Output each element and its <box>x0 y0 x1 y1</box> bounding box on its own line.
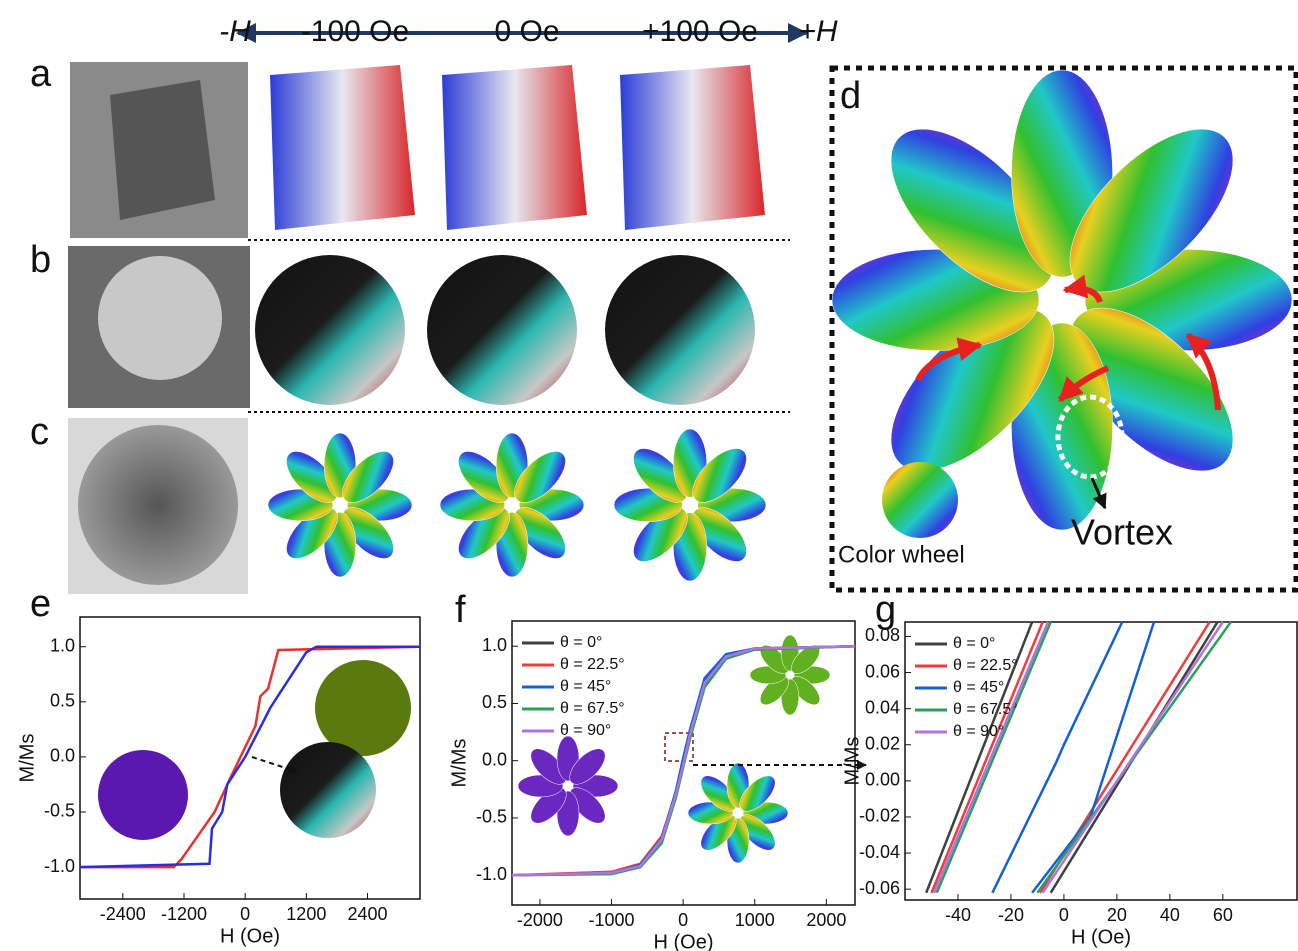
sphere-image <box>255 255 405 405</box>
x-tick-label: 40 <box>1160 905 1180 925</box>
field-label: +H <box>798 15 838 48</box>
x-tick-label: 0 <box>1059 905 1069 925</box>
legend-label: θ = 67.5° <box>560 700 625 717</box>
figure: -H -100 Oe 0 Oe +100 Oe +H a b c d e f g… <box>0 0 1298 951</box>
x-tick-label: 60 <box>1213 905 1233 925</box>
legend-label: θ = 90° <box>953 723 1004 740</box>
x-tick-label: 0 <box>240 904 250 924</box>
x-tick-label: -40 <box>945 905 971 925</box>
y-tick-label: -1.0 <box>44 856 75 876</box>
y-tick-label: -0.06 <box>859 878 900 898</box>
cube-image <box>442 65 587 230</box>
legend-label: θ = 45° <box>560 678 611 695</box>
y-tick-label: 1.0 <box>50 635 75 655</box>
panel-letter: e <box>30 583 51 625</box>
x-tick-label: -1000 <box>589 910 635 930</box>
y-tick-label: -0.5 <box>476 807 507 827</box>
page: -H -100 Oe 0 Oe +100 Oe +H a b c d e f g… <box>0 0 1298 951</box>
panel-letter: d <box>840 75 861 117</box>
vortex-label: Vortex <box>1071 512 1173 553</box>
legend-label: θ = 45° <box>953 679 1004 696</box>
y-tick-label: -0.04 <box>859 842 900 862</box>
field-label: +100 Oe <box>642 15 758 48</box>
panel-letter: f <box>455 589 466 631</box>
x-axis-label: H (Oe) <box>220 925 280 947</box>
x-tick-label: -2000 <box>517 910 563 930</box>
legend-label: θ = 0° <box>560 634 602 651</box>
field-label: -100 Oe <box>301 15 409 48</box>
y-tick-label: 0.0 <box>50 746 75 766</box>
y-tick-label: 0.06 <box>865 661 900 681</box>
y-axis-label: M/Ms <box>448 739 470 788</box>
x-tick-label: 2000 <box>806 910 846 930</box>
x-tick-label: 0 <box>678 910 688 930</box>
y-tick-label: -1.0 <box>476 864 507 884</box>
y-tick-label: 0.02 <box>865 734 900 754</box>
y-tick-label: 0.5 <box>482 692 507 712</box>
panel-letter: b <box>30 239 51 281</box>
decor <box>68 33 1296 863</box>
y-tick-label: -0.02 <box>859 806 900 826</box>
sphere-image <box>427 255 577 405</box>
field-label: 0 Oe <box>494 15 559 48</box>
cube-image <box>270 65 415 230</box>
x-tick-label: 1000 <box>735 910 775 930</box>
y-tick-label: 1.0 <box>482 635 507 655</box>
x-axis-label: H (Oe) <box>1071 926 1131 948</box>
y-tick-label: 0.08 <box>865 625 900 645</box>
y-tick-label: -0.5 <box>44 801 75 821</box>
sphere-image <box>605 255 755 405</box>
cube-image <box>620 65 765 230</box>
panel-letter: a <box>30 53 52 95</box>
x-tick-label: 20 <box>1107 905 1127 925</box>
x-tick-label: -2400 <box>100 904 146 924</box>
legend-label: θ = 22.5° <box>953 657 1018 674</box>
x-axis-label: H (Oe) <box>654 931 714 951</box>
color-wheel-label: Color wheel <box>838 541 965 568</box>
x-tick-label: -20 <box>998 905 1024 925</box>
field-label: -H <box>219 15 251 48</box>
y-tick-label: 0.04 <box>865 697 900 717</box>
panel-letter: c <box>30 411 49 453</box>
x-tick-label: 2400 <box>347 904 387 924</box>
y-axis-label: M/Ms <box>16 734 38 783</box>
legend-label: θ = 22.5° <box>560 656 625 673</box>
y-tick-label: 0.5 <box>50 691 75 711</box>
x-tick-label: -1200 <box>161 904 207 924</box>
legend-label: θ = 90° <box>560 722 611 739</box>
x-tick-label: 1200 <box>286 904 326 924</box>
legend-label: θ = 0° <box>953 635 995 652</box>
y-axis-label: M/Ms <box>841 737 863 786</box>
y-tick-label: 0.0 <box>482 749 507 769</box>
y-tick-label: 0.00 <box>865 770 900 790</box>
